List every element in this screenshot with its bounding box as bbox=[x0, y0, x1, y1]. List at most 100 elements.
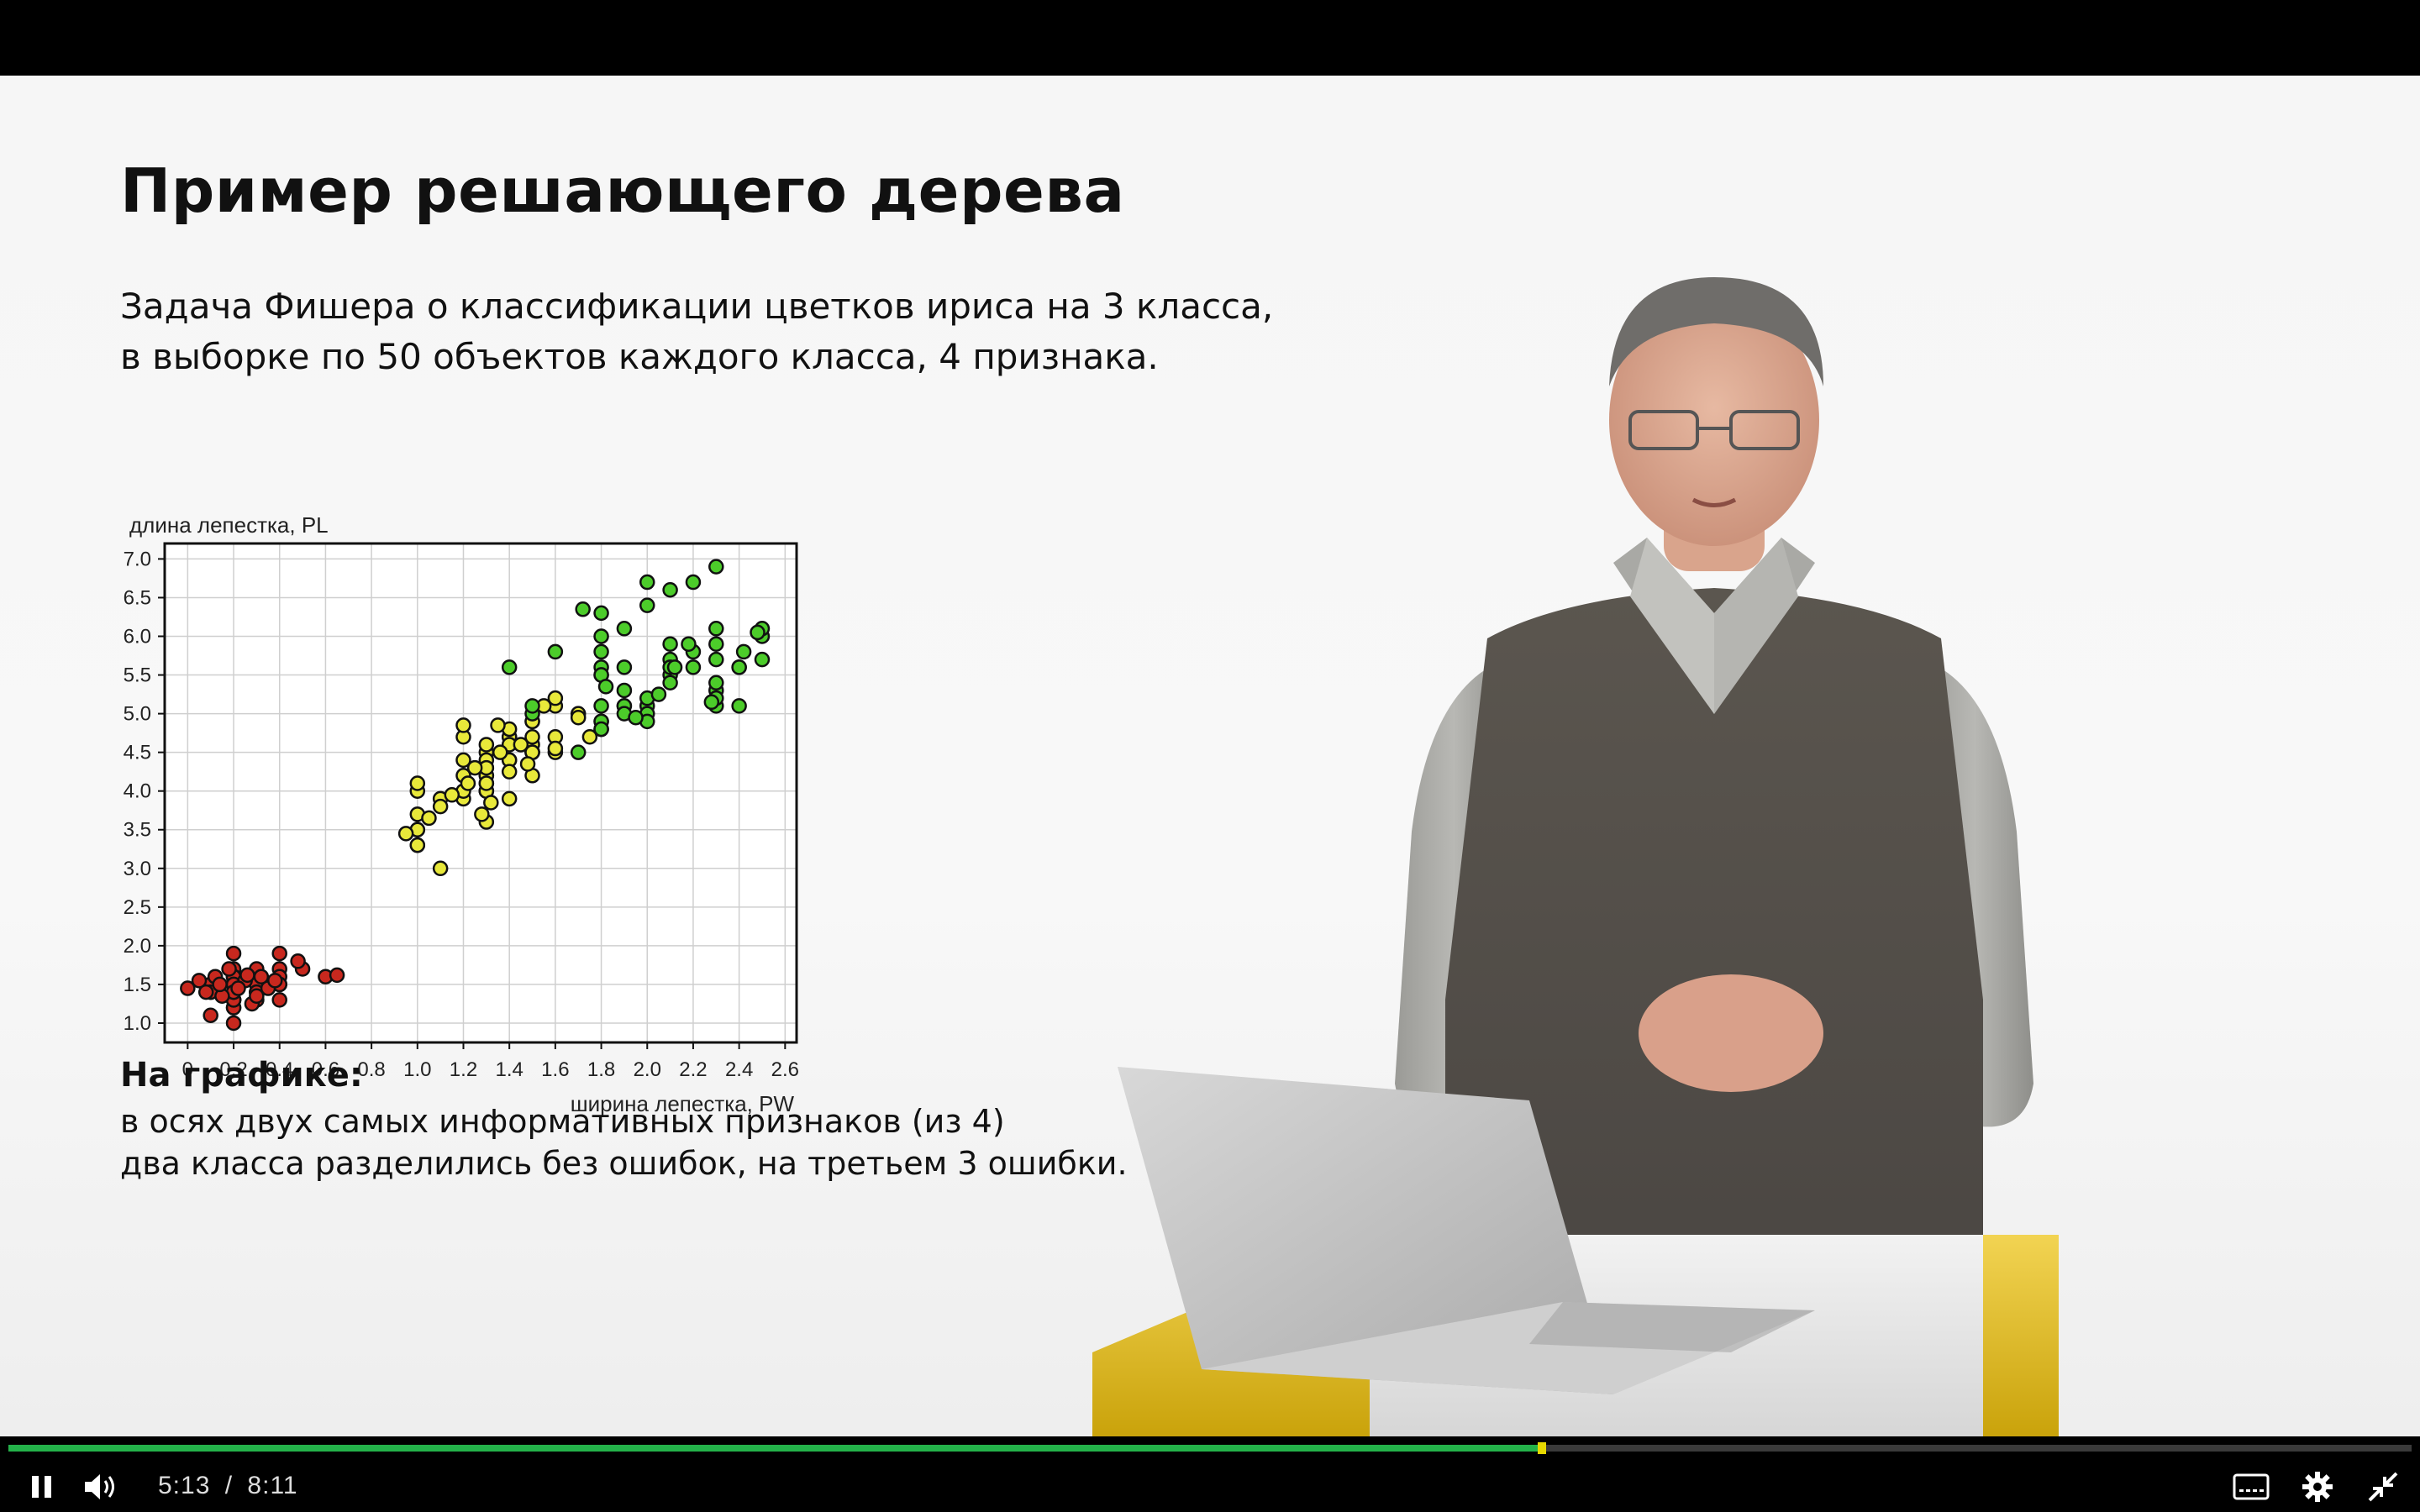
data-point bbox=[271, 945, 287, 962]
data-point bbox=[616, 682, 633, 699]
intro-line-1: Задача Фишера о классификации цветков ир… bbox=[120, 286, 1274, 327]
data-point bbox=[662, 582, 678, 598]
iris-scatter-chart: 0 0.2 0.4 0.6 0.8 1.0 1.2 1.4 1.6 1.8 2.0 2.2 2.4 2.6… bbox=[92, 428, 823, 1126]
data-point bbox=[666, 659, 683, 675]
data-point bbox=[593, 721, 609, 738]
data-point bbox=[501, 790, 518, 807]
x-tick-label: 0.4 bbox=[266, 1058, 293, 1081]
data-point bbox=[708, 651, 724, 668]
data-point bbox=[421, 810, 437, 827]
data-point bbox=[581, 728, 598, 745]
data-point bbox=[191, 973, 208, 989]
data-point bbox=[212, 976, 228, 993]
data-point bbox=[513, 737, 529, 753]
y-tick-label: 2.0 bbox=[124, 935, 151, 958]
x-tick-label: 0.8 bbox=[357, 1058, 385, 1081]
data-point bbox=[685, 574, 702, 591]
y-tick-label: 6.5 bbox=[124, 586, 151, 609]
data-point bbox=[290, 953, 306, 969]
data-point bbox=[616, 659, 633, 675]
data-point bbox=[616, 621, 633, 637]
data-point bbox=[639, 597, 655, 613]
data-point bbox=[230, 980, 246, 996]
data-point bbox=[628, 709, 644, 726]
data-point bbox=[197, 984, 214, 1000]
data-point bbox=[501, 764, 518, 780]
data-point bbox=[708, 675, 724, 691]
data-point bbox=[221, 961, 237, 977]
progress-scrub-handle[interactable] bbox=[1537, 1442, 1546, 1454]
data-point bbox=[519, 756, 536, 772]
data-point bbox=[639, 574, 655, 591]
x-tick-label: 1.8 bbox=[587, 1058, 615, 1081]
data-point bbox=[267, 973, 283, 989]
data-point bbox=[570, 709, 587, 726]
x-tick-label: 0 bbox=[182, 1058, 193, 1081]
data-point bbox=[524, 728, 540, 745]
volume-icon bbox=[85, 1474, 114, 1499]
intro-line-2: в выборке по 50 объектов каждого класса,… bbox=[120, 336, 1159, 377]
pause-icon bbox=[32, 1476, 51, 1498]
y-axis-label: длина лепестка, PL bbox=[129, 512, 329, 538]
y-tick-label: 4.0 bbox=[124, 780, 151, 803]
data-point bbox=[249, 988, 265, 1004]
data-point bbox=[575, 601, 591, 617]
data-point bbox=[597, 679, 614, 695]
x-tick-label: 0.6 bbox=[312, 1058, 339, 1081]
data-point bbox=[593, 605, 609, 622]
y-tick-label: 3.0 bbox=[124, 858, 151, 880]
y-tick-label: 1.0 bbox=[124, 1012, 151, 1035]
data-point bbox=[455, 717, 471, 733]
y-tick-label: 7.0 bbox=[124, 548, 151, 570]
data-point bbox=[685, 659, 702, 675]
data-point bbox=[409, 837, 426, 853]
data-point bbox=[708, 559, 724, 575]
data-point bbox=[593, 643, 609, 660]
data-point bbox=[547, 643, 564, 660]
exit-fullscreen-button[interactable] bbox=[2365, 1468, 2402, 1505]
captions-button[interactable] bbox=[2228, 1468, 2274, 1505]
data-point bbox=[432, 798, 449, 815]
data-point bbox=[750, 624, 765, 641]
data-point bbox=[490, 717, 506, 733]
play-pause-button[interactable] bbox=[24, 1468, 60, 1505]
data-point bbox=[203, 1007, 218, 1024]
slide-title: Пример решающего дерева bbox=[120, 155, 1125, 226]
data-point bbox=[547, 740, 564, 757]
slide-intro: Задача Фишера о классификации цветков ир… bbox=[120, 281, 1273, 382]
y-tick-label: 4.5 bbox=[124, 742, 151, 764]
data-point bbox=[466, 759, 483, 776]
data-point bbox=[681, 636, 697, 652]
data-point bbox=[478, 737, 495, 753]
lecture-slide: Пример решающего дерева Задача Фишера о … bbox=[0, 76, 2420, 1436]
data-point bbox=[570, 744, 587, 760]
data-point bbox=[524, 698, 540, 714]
data-point bbox=[708, 621, 724, 637]
plot-frame bbox=[163, 542, 798, 1044]
progress-played bbox=[8, 1445, 1542, 1452]
x-tick-label: 1.4 bbox=[495, 1058, 523, 1081]
data-point bbox=[478, 775, 495, 791]
data-point bbox=[444, 787, 460, 803]
data-point bbox=[593, 698, 609, 714]
data-point bbox=[501, 659, 518, 675]
progress-bar[interactable] bbox=[8, 1442, 2412, 1454]
settings-button[interactable] bbox=[2299, 1468, 2336, 1505]
data-point bbox=[180, 980, 196, 996]
volume-button[interactable] bbox=[81, 1468, 121, 1505]
data-point bbox=[239, 967, 255, 984]
data-point bbox=[703, 694, 720, 711]
slide-notes: На графике: в осях двух самых информатив… bbox=[120, 1050, 1128, 1184]
data-point bbox=[754, 651, 771, 668]
scatter-plot: 0 0.2 0.4 0.6 0.8 1.0 1.2 1.4 1.6 1.8 2.0 2.2 2.4 2.6… bbox=[124, 512, 799, 1116]
data-point bbox=[650, 686, 667, 702]
time-display: 5:13 / 8:11 bbox=[158, 1472, 298, 1500]
notes-line-1: в осях двух самых информативных признако… bbox=[120, 1103, 1005, 1140]
data-point bbox=[225, 945, 242, 962]
time-separator: / bbox=[224, 1472, 234, 1499]
y-tick-label: 2.5 bbox=[124, 896, 151, 919]
data-point bbox=[492, 744, 508, 760]
current-time: 5:13 bbox=[158, 1472, 211, 1499]
y-tick-label: 6.0 bbox=[124, 626, 151, 648]
